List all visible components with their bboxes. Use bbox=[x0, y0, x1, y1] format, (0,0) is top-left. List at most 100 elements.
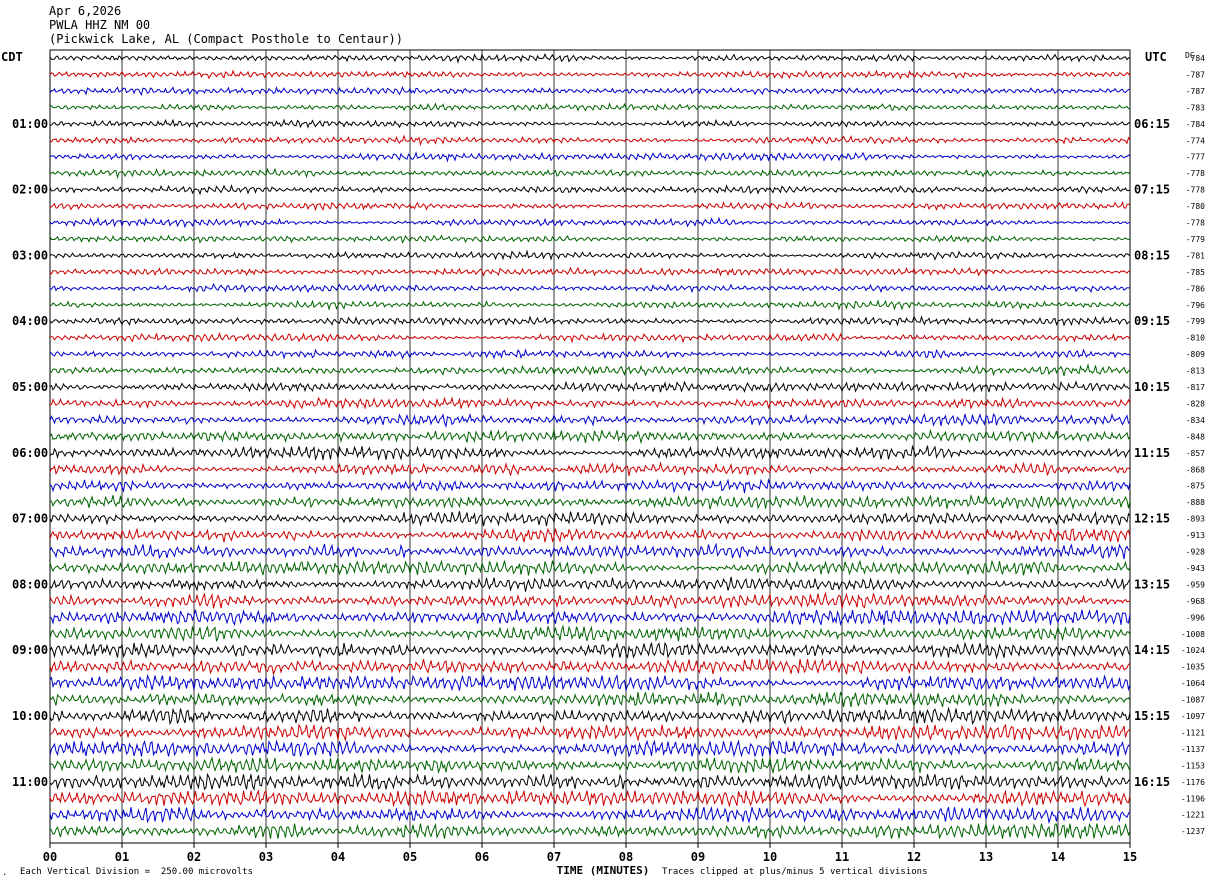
x-tick-label: 12 bbox=[907, 850, 921, 864]
seismic-trace bbox=[49, 493, 1131, 510]
dc-offset-label: -828 bbox=[1186, 399, 1205, 408]
dc-offset-label: -888 bbox=[1186, 498, 1205, 507]
dc-offset-label: -809 bbox=[1186, 350, 1205, 359]
dc-offset-label: -913 bbox=[1186, 531, 1205, 540]
dc-offset-label: -1087 bbox=[1181, 696, 1205, 705]
seismic-trace bbox=[49, 396, 1131, 410]
dc-offset-label: -893 bbox=[1186, 515, 1205, 524]
x-tick-label: 10 bbox=[763, 850, 777, 864]
seismic-trace bbox=[49, 739, 1131, 758]
seismic-trace bbox=[49, 299, 1131, 311]
seismic-trace bbox=[49, 348, 1131, 360]
seismic-trace bbox=[49, 283, 1131, 294]
left-timezone-label: CDT bbox=[1, 50, 23, 64]
x-axis-label: TIME (MINUTES) bbox=[557, 864, 650, 877]
right-hour-label: 07:15 bbox=[1134, 183, 1170, 197]
x-tick-label: 02 bbox=[187, 850, 201, 864]
scale-note: Each Vertical Division = 250.00 microvol… bbox=[20, 867, 253, 877]
dc-offset-label: -813 bbox=[1186, 367, 1205, 376]
left-hour-label: 06:00 bbox=[12, 446, 48, 460]
x-tick-label: 08 bbox=[619, 850, 633, 864]
dc-offset-label: -1024 bbox=[1181, 646, 1205, 655]
seismic-trace bbox=[49, 428, 1131, 445]
seismic-trace bbox=[49, 591, 1131, 610]
seismic-trace bbox=[49, 331, 1131, 344]
dc-offset-label: -783 bbox=[1186, 103, 1205, 112]
dc-offset-label: -857 bbox=[1186, 449, 1205, 458]
seismic-trace bbox=[49, 167, 1131, 180]
dc-offset-label: -1237 bbox=[1181, 827, 1205, 836]
dc-offset-label: -777 bbox=[1186, 153, 1205, 162]
seismic-trace bbox=[49, 363, 1131, 377]
seismic-trace bbox=[49, 380, 1131, 393]
x-tick-label: 00 bbox=[43, 850, 57, 864]
seismic-trace bbox=[49, 444, 1131, 461]
seismic-trace bbox=[49, 461, 1131, 476]
seismic-trace bbox=[49, 234, 1131, 244]
x-tick-label: 05 bbox=[403, 850, 417, 864]
seismic-trace bbox=[49, 608, 1131, 627]
dc-offset-label: -796 bbox=[1186, 301, 1205, 310]
x-tick-label: 06 bbox=[475, 850, 489, 864]
dc-offset-label: -1196 bbox=[1181, 794, 1205, 803]
seismic-trace bbox=[49, 216, 1131, 229]
x-tick-label: 07 bbox=[547, 850, 561, 864]
seismic-trace bbox=[49, 69, 1131, 80]
dc-offset-label: -1121 bbox=[1181, 728, 1205, 737]
dc-offset-label: -848 bbox=[1186, 432, 1205, 441]
left-hour-label: 01:00 bbox=[12, 117, 48, 131]
dc-offset-label: -778 bbox=[1186, 219, 1205, 228]
seismic-trace bbox=[49, 102, 1131, 112]
dc-offset-label: -996 bbox=[1186, 613, 1205, 622]
dc-offset-label: -1221 bbox=[1181, 811, 1205, 820]
dc-offset-label: -1097 bbox=[1181, 712, 1205, 721]
dc-offset-label: -1008 bbox=[1181, 630, 1205, 639]
seismic-trace bbox=[49, 315, 1131, 327]
dc-offset-label: -778 bbox=[1186, 186, 1205, 195]
dc-offset-label: -786 bbox=[1186, 284, 1205, 293]
seismic-trace bbox=[49, 673, 1131, 692]
seismic-trace bbox=[49, 559, 1131, 576]
left-hour-label: 08:00 bbox=[12, 577, 48, 591]
right-hour-label: 13:15 bbox=[1134, 577, 1170, 591]
seismic-trace bbox=[49, 723, 1131, 742]
dc-offset-label: -1137 bbox=[1181, 745, 1205, 754]
left-hour-label: 04:00 bbox=[12, 314, 48, 328]
seismic-trace bbox=[49, 772, 1131, 792]
seismic-trace bbox=[49, 576, 1131, 592]
seismic-trace bbox=[49, 510, 1131, 527]
left-hour-label: 05:00 bbox=[12, 380, 48, 394]
seismic-trace bbox=[49, 53, 1131, 64]
right-hour-label: 06:15 bbox=[1134, 117, 1170, 131]
seismic-trace bbox=[49, 789, 1131, 808]
x-tick-label: 13 bbox=[979, 850, 993, 864]
seismic-trace bbox=[49, 806, 1131, 825]
left-hour-label: 03:00 bbox=[12, 248, 48, 262]
dc-offset-label: -943 bbox=[1186, 564, 1205, 573]
right-hour-label: 15:15 bbox=[1134, 709, 1170, 723]
station-location: (Pickwick Lake, AL (Compact Posthole to … bbox=[49, 32, 404, 46]
seismic-trace bbox=[49, 118, 1131, 129]
dc-offset-label: -778 bbox=[1186, 169, 1205, 178]
dc-offset-label: -784 bbox=[1186, 120, 1205, 129]
corner-mark: . bbox=[2, 868, 8, 878]
left-hour-label: 07:00 bbox=[12, 512, 48, 526]
station-code: PWLA HHZ NM 00 bbox=[49, 18, 151, 32]
dc-offset-label: -774 bbox=[1186, 136, 1205, 145]
dc-offset-label: -1176 bbox=[1181, 778, 1205, 787]
left-hour-label: 02:00 bbox=[12, 183, 48, 197]
seismic-trace bbox=[49, 691, 1131, 708]
seismic-trace bbox=[49, 412, 1131, 429]
right-hour-label: 10:15 bbox=[1134, 380, 1170, 394]
dc-offset-label: -799 bbox=[1186, 317, 1205, 326]
left-hour-label: 09:00 bbox=[12, 643, 48, 657]
seismic-trace bbox=[49, 86, 1131, 96]
dc-offset-label: -868 bbox=[1186, 465, 1205, 474]
dc-offset-label: -834 bbox=[1186, 416, 1205, 425]
seismic-trace bbox=[49, 527, 1131, 543]
dc-offset-label: -875 bbox=[1186, 482, 1205, 491]
seismic-trace bbox=[49, 478, 1131, 494]
plot-frame bbox=[49, 49, 1131, 844]
dc-offset-label: -810 bbox=[1186, 334, 1205, 343]
